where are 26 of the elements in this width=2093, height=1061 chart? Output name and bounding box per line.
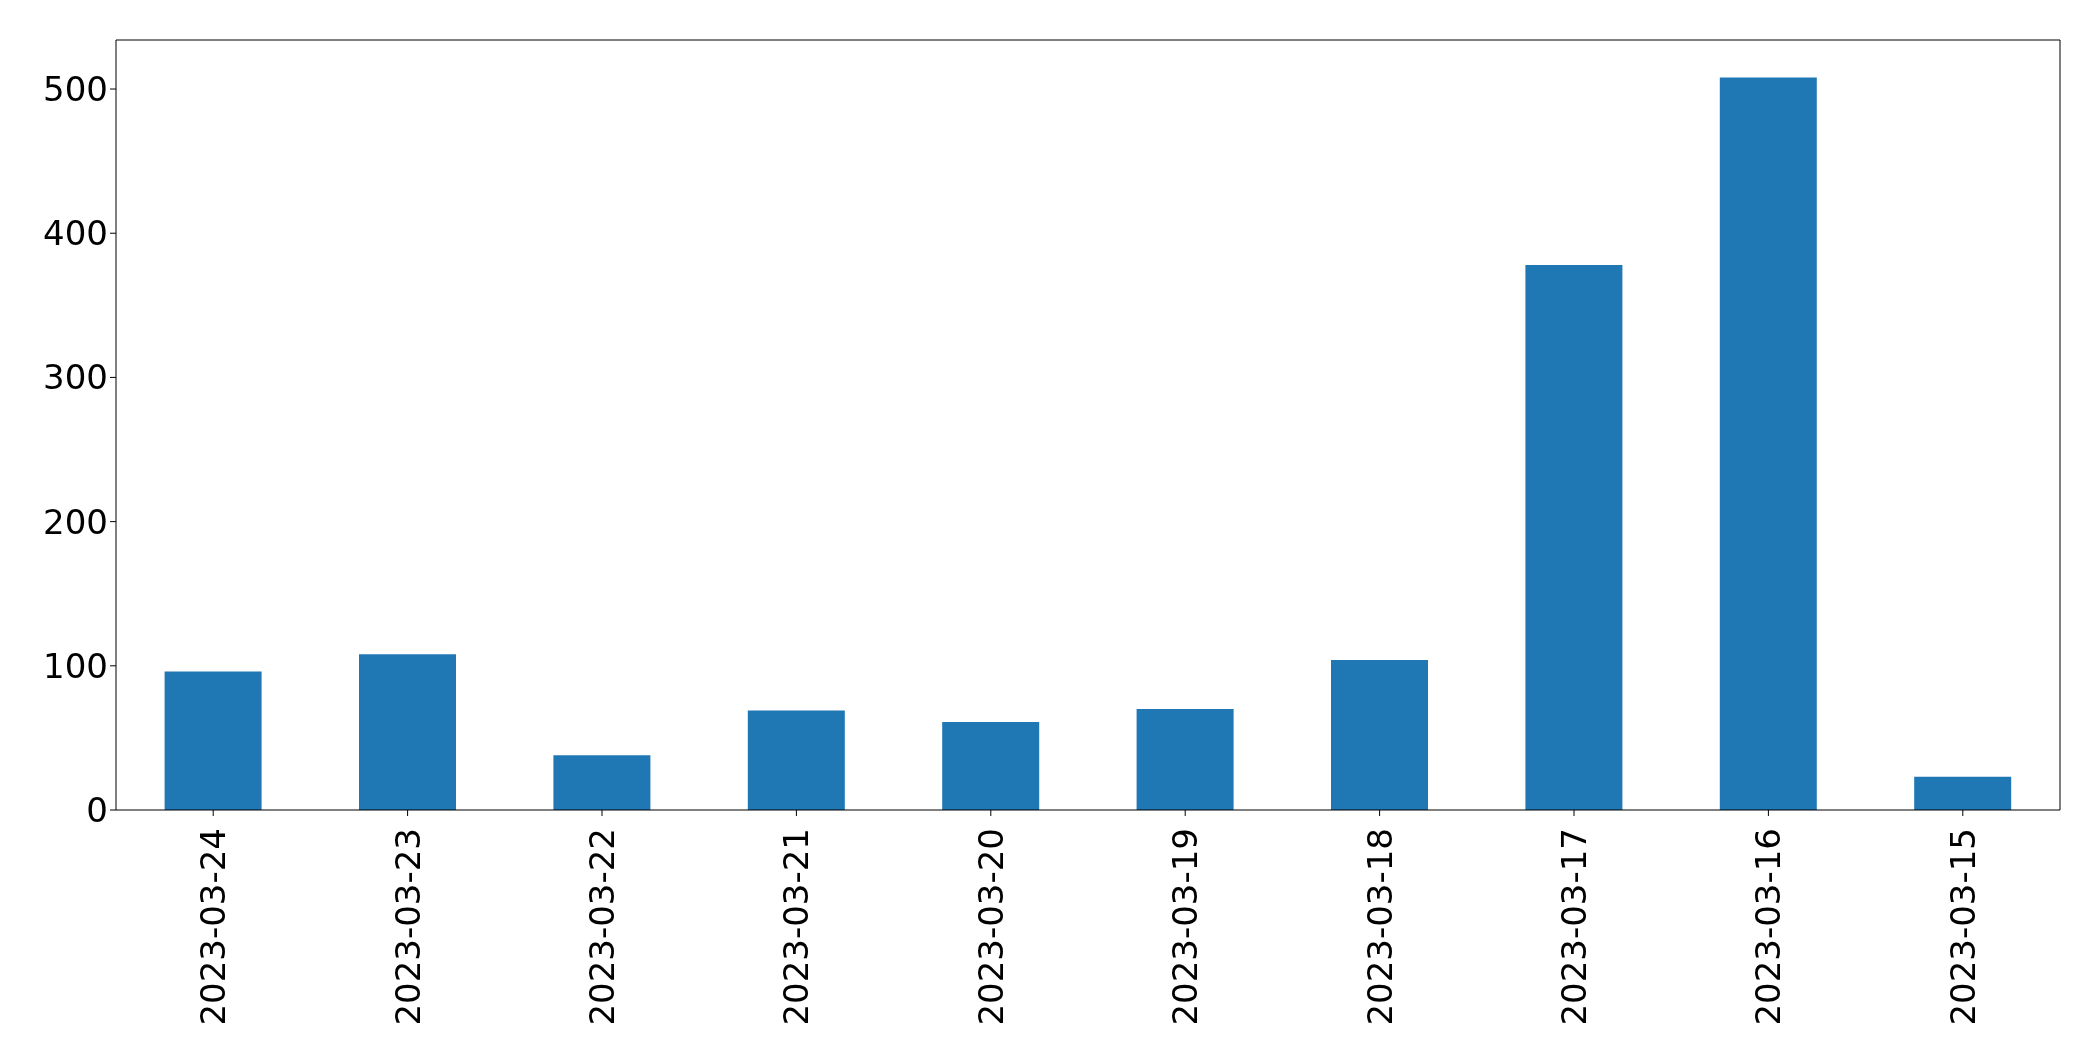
x-tick-label: 2023-03-22 — [581, 828, 622, 1026]
bar — [1136, 709, 1234, 810]
bar — [359, 654, 456, 810]
x-tick-label: 2023-03-18 — [1359, 828, 1400, 1026]
y-tick-label: 100 — [43, 645, 108, 686]
y-tick-label: 500 — [43, 69, 108, 110]
x-tick-label: 2023-03-21 — [776, 828, 817, 1026]
bar — [1914, 776, 2012, 810]
bar — [942, 722, 1040, 810]
bar — [164, 671, 262, 810]
x-tick-label: 2023-03-17 — [1553, 828, 1594, 1026]
y-tick-label: 300 — [43, 357, 108, 398]
y-tick-label: 200 — [43, 501, 108, 542]
x-tick-label: 2023-03-19 — [1165, 828, 1206, 1026]
x-tick-label: 2023-03-24 — [193, 828, 234, 1026]
bar — [1525, 264, 1623, 810]
y-tick-label: 0 — [86, 790, 108, 831]
bar — [1331, 660, 1428, 810]
y-tick-label: 400 — [43, 213, 108, 254]
x-tick-label: 2023-03-15 — [1942, 828, 1983, 1026]
bar — [1719, 77, 1817, 810]
x-tick-label: 2023-03-20 — [970, 828, 1011, 1026]
x-tick-label: 2023-03-16 — [1748, 828, 1789, 1026]
x-tick-label: 2023-03-23 — [387, 828, 428, 1026]
bar — [553, 755, 651, 810]
bar — [747, 710, 845, 810]
